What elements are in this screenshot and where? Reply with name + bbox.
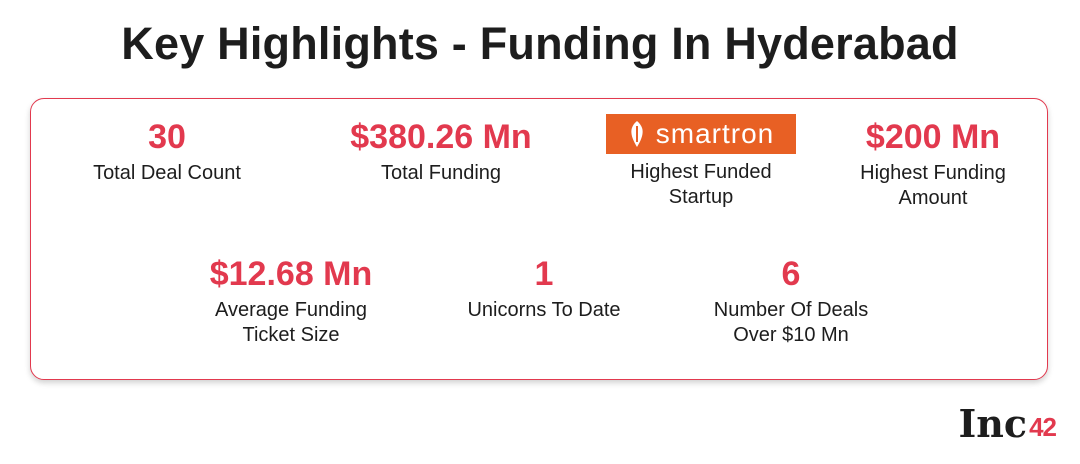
- stat-value: $380.26 Mn: [350, 118, 532, 156]
- stat-unicorns-to-date: 1 Unicorns To Date: [439, 254, 649, 323]
- stat-value: 30: [148, 118, 186, 156]
- stat-label: Unicorns To Date: [439, 298, 649, 323]
- stat-highest-funding-amount: $200 Mn Highest Funding Amount: [833, 117, 1033, 211]
- stat-label: Total Deal Count: [67, 161, 267, 186]
- stat-label-line: Ticket Size: [242, 324, 340, 346]
- stat-label: Highest Funding Amount: [833, 161, 1033, 211]
- stat-value: $200 Mn: [865, 118, 1001, 156]
- stat-total-funding: $380.26 Mn Total Funding: [321, 117, 561, 186]
- stat-label: Number Of Deals Over $10 Mn: [691, 298, 891, 348]
- stat-label-line: Highest Funding: [860, 162, 1006, 184]
- stat-label-line: Total Deal Count: [93, 162, 241, 184]
- stat-deals-over-10mn: 6 Number Of Deals Over $10 Mn: [691, 254, 891, 348]
- stat-average-ticket-size: $12.68 Mn Average Funding Ticket Size: [181, 254, 401, 348]
- inc42-logo-num: 42: [1029, 412, 1057, 442]
- stat-highest-funded-startup: smartron Highest Funded Startup: [601, 114, 801, 210]
- stat-label-line: Total Funding: [380, 162, 502, 184]
- smartron-leaf-icon: [631, 121, 643, 147]
- stat-label-line: Startup: [668, 186, 734, 208]
- stat-label-line: Over $10 Mn: [733, 324, 849, 346]
- stat-label-line: Number Of Deals: [713, 299, 869, 321]
- stat-label-line: Average Funding: [215, 299, 367, 321]
- stat-total-deal-count: 30 Total Deal Count: [67, 117, 267, 186]
- smartron-logo-text: smartron: [655, 118, 775, 149]
- inc42-logo: Inc 42: [958, 401, 1057, 446]
- page-title: Key Highlights - Funding In Hyderabad: [121, 18, 959, 69]
- stat-label: Highest Funded Startup: [601, 160, 801, 210]
- stat-value: $12.68 Mn: [209, 255, 373, 293]
- stat-value: 6: [781, 255, 801, 293]
- highlights-card: 30 Total Deal Count $380.26 Mn Total Fun…: [30, 98, 1048, 380]
- stat-label: Average Funding Ticket Size: [181, 298, 401, 348]
- stat-label: Total Funding: [321, 161, 561, 186]
- stat-value: 1: [534, 255, 554, 293]
- stat-label-line: Unicorns To Date: [467, 299, 621, 321]
- smartron-logo: smartron: [606, 114, 796, 154]
- inc42-logo-inc: Inc: [958, 401, 1028, 446]
- stat-label-line: Highest Funded: [630, 161, 772, 183]
- stat-label-line: Amount: [898, 187, 968, 209]
